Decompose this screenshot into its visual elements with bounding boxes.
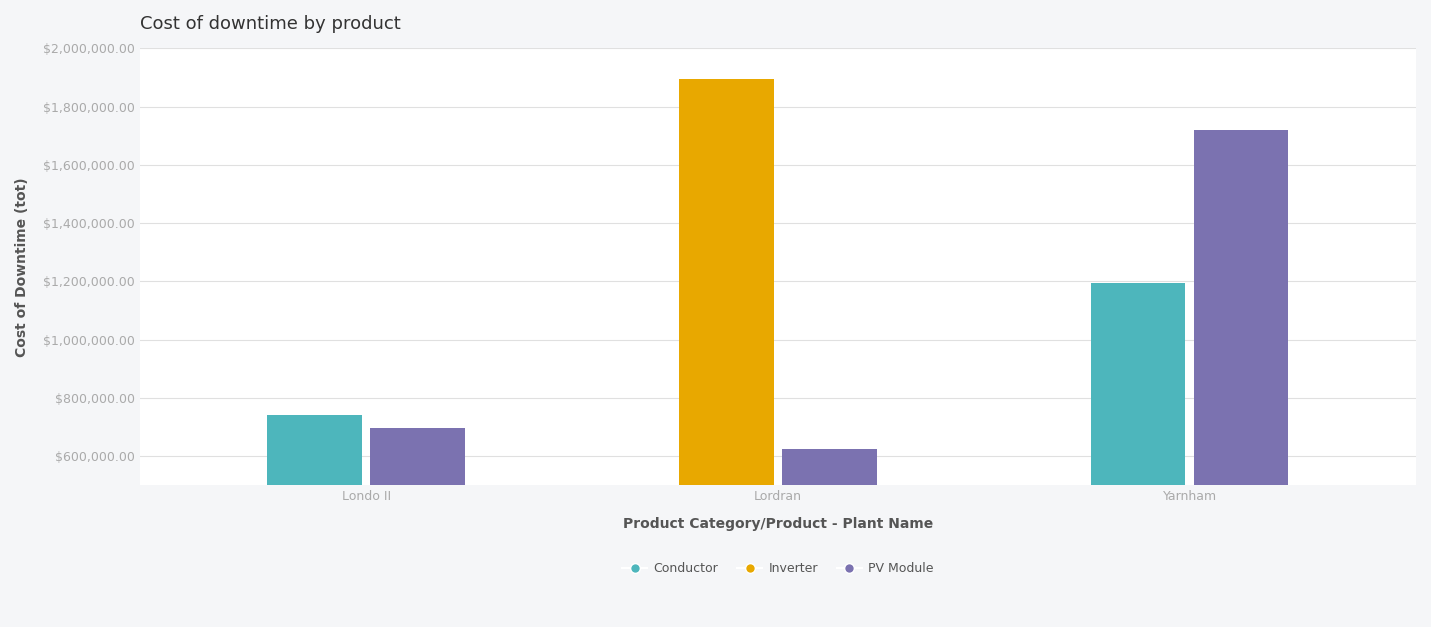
Legend: Conductor, Inverter, PV Module: Conductor, Inverter, PV Module [617,557,939,580]
Bar [1193,130,1288,485]
Bar [1090,283,1185,485]
Y-axis label: Cost of Downtime (tot): Cost of Downtime (tot) [14,177,29,357]
Bar [781,449,877,485]
Bar [371,428,465,485]
Text: Cost of downtime by product: Cost of downtime by product [140,15,401,33]
X-axis label: Product Category/Product - Plant Name: Product Category/Product - Plant Name [622,517,933,531]
Bar [268,415,362,485]
Bar [678,79,774,485]
